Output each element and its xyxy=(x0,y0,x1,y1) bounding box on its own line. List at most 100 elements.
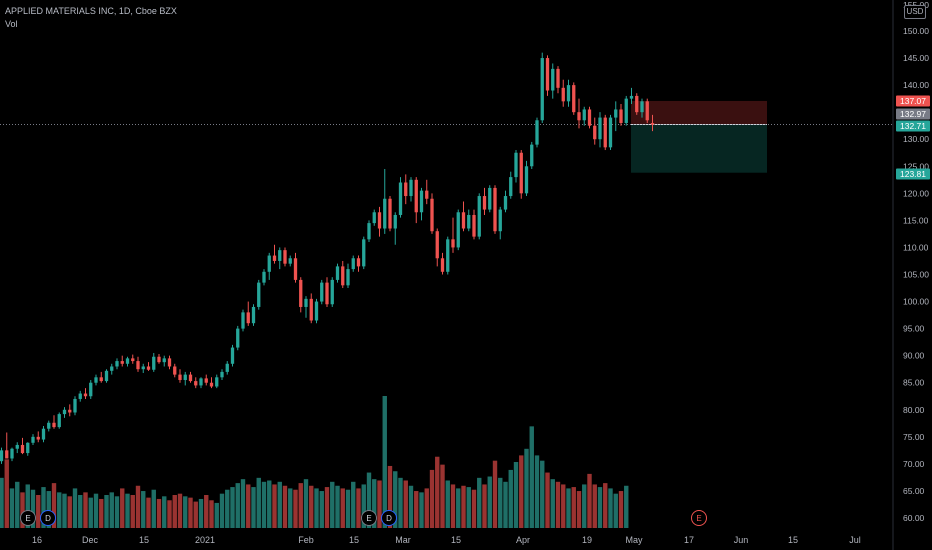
candle-body xyxy=(36,436,40,440)
candle-body xyxy=(241,312,245,329)
volume-bar xyxy=(193,501,198,528)
volume-bar xyxy=(188,497,193,528)
candle-body xyxy=(246,312,250,324)
price-tag xyxy=(896,168,930,180)
candle-body xyxy=(120,361,124,364)
volume-bar xyxy=(445,480,450,528)
volume-bar xyxy=(508,469,513,528)
candle-body xyxy=(388,198,392,229)
candle-body xyxy=(131,358,135,362)
price-axis-label: 60.00 xyxy=(903,513,925,523)
volume-bar xyxy=(550,479,555,528)
volume-bar xyxy=(461,485,466,528)
price-axis-label: 90.00 xyxy=(903,351,925,361)
price-axis-label: 140.00 xyxy=(903,80,929,90)
volume-bars xyxy=(0,396,629,528)
price-axis-label: 115.00 xyxy=(903,215,929,225)
volume-bar xyxy=(314,488,319,528)
volume-bar xyxy=(429,469,435,528)
volume-bar xyxy=(88,497,93,528)
candle-body xyxy=(152,356,156,370)
candle-body xyxy=(482,196,487,210)
time-axis-label: 17 xyxy=(684,535,694,545)
volume-bar xyxy=(9,488,15,528)
candle-body xyxy=(230,347,235,364)
volume-bar xyxy=(230,487,235,528)
candle-body xyxy=(545,58,550,91)
price-axis-label: 120.00 xyxy=(903,188,929,198)
candle-body xyxy=(309,298,313,321)
volume-bar xyxy=(298,483,303,528)
volume-bar xyxy=(566,488,571,528)
candle-body xyxy=(283,250,287,264)
candle-body xyxy=(603,117,607,148)
volume-bar xyxy=(319,491,324,528)
volume-bar xyxy=(251,487,256,528)
candle-body xyxy=(556,68,560,88)
candle-body xyxy=(629,95,634,99)
earnings-marker xyxy=(361,510,377,526)
candle-body xyxy=(199,378,203,386)
candle-body xyxy=(461,212,466,229)
volume-bar xyxy=(282,485,288,528)
candle-body xyxy=(136,361,140,370)
candle-body xyxy=(125,358,130,364)
volume-bar xyxy=(130,495,135,528)
volume-bar xyxy=(151,489,156,528)
candle-body xyxy=(99,377,103,382)
time-axis-label: Mar xyxy=(395,535,411,545)
candle-body xyxy=(477,196,481,237)
candle-body xyxy=(262,271,266,283)
volume-bar xyxy=(477,477,482,528)
candle-body xyxy=(272,255,277,261)
volume-bar xyxy=(482,484,487,528)
volume-bar xyxy=(471,489,477,528)
candle-body xyxy=(15,444,19,449)
volume-bar xyxy=(214,502,219,528)
volume-bar xyxy=(172,495,177,528)
candle-body xyxy=(47,422,51,429)
candle-body xyxy=(619,109,623,123)
time-axis-label: Jun xyxy=(734,535,749,545)
price-axis-label: 75.00 xyxy=(903,432,925,442)
candle-body xyxy=(377,212,382,229)
volume-bar xyxy=(235,483,240,528)
candle-body xyxy=(5,450,9,459)
time-axis-label: 16 xyxy=(32,535,42,545)
candle-body xyxy=(351,258,355,270)
candle-body xyxy=(251,306,256,324)
price-tag-label: 137.07 xyxy=(900,96,926,106)
volume-bar xyxy=(366,472,372,528)
volume-bar xyxy=(545,472,550,528)
price-tag-label: 132.71 xyxy=(900,121,926,131)
price-tag xyxy=(896,95,930,107)
currency-badge[interactable]: USD xyxy=(904,5,926,19)
earnings-marker xyxy=(20,510,36,526)
candle-body xyxy=(89,382,93,397)
volume-bar xyxy=(324,487,330,528)
volume-bar xyxy=(267,480,272,528)
candle-body xyxy=(52,422,56,428)
volume-bar xyxy=(424,488,429,528)
candle-body xyxy=(362,239,366,267)
candle-body xyxy=(519,152,523,194)
candle-body xyxy=(41,428,46,440)
volume-bar xyxy=(41,487,46,528)
volume-bar xyxy=(99,498,104,528)
volume-bar xyxy=(603,483,608,528)
volume-bar xyxy=(592,484,597,528)
take-profit-zone xyxy=(631,124,767,173)
candle-body xyxy=(488,187,492,210)
candle-body xyxy=(293,258,298,280)
candle-body xyxy=(146,366,151,370)
volume-bar xyxy=(361,484,366,528)
candle-body xyxy=(57,414,61,428)
candle-body xyxy=(209,382,214,387)
symbol-title: APPLIED MATERIALS INC, 1D, Cboe BZX xyxy=(5,6,177,16)
volume-bar xyxy=(46,491,51,528)
volume-bar xyxy=(204,495,209,528)
candle-body xyxy=(598,117,602,140)
chart-legend: APPLIED MATERIALS INC, 1D, Cboe BZX Vol xyxy=(5,5,177,31)
